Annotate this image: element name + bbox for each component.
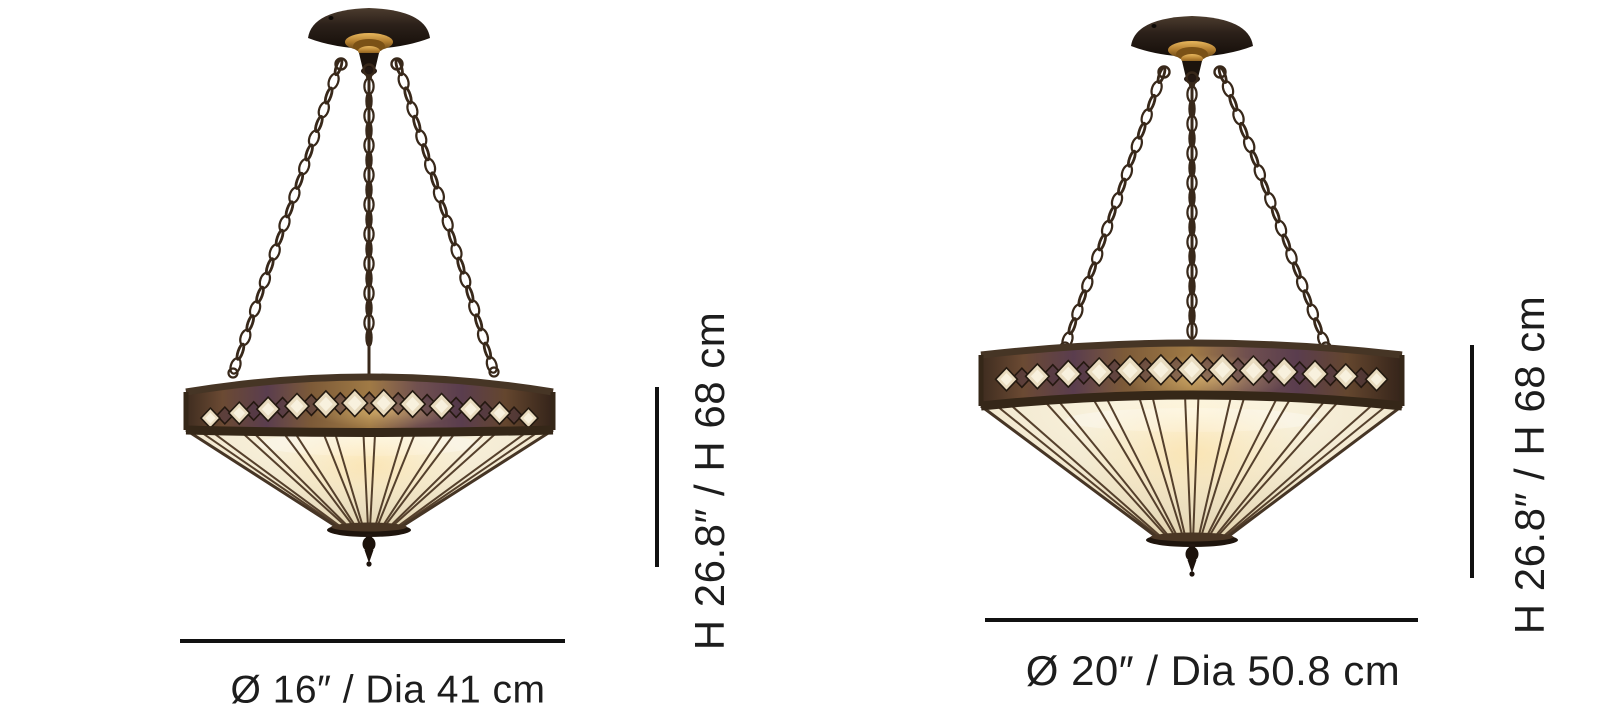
diameter-label-left: Ø 16″ / Dia 41 cm (230, 668, 546, 711)
height-label-right: H 26.8″ / H 68 cm (1506, 295, 1553, 635)
pendant-lamp-20in-illustration (978, 16, 1405, 577)
diameter-label-right: Ø 20″ / Dia 50.8 cm (1025, 647, 1401, 694)
height-label-left: H 26.8″ / H 68 cm (686, 311, 733, 651)
pendant-lamp-16in-illustration (183, 8, 556, 567)
